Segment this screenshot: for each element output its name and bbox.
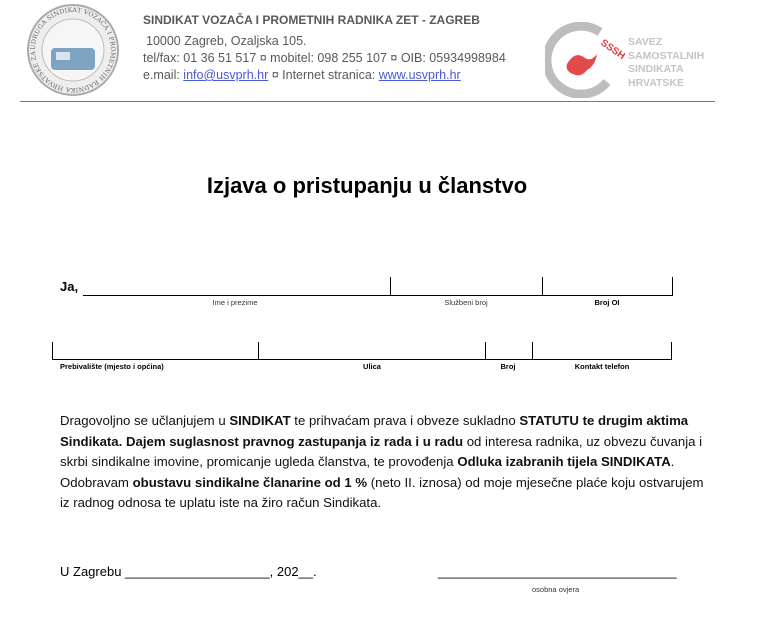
house-number-label: Broj <box>500 362 516 371</box>
sssh-line: SAVEZ <box>628 36 663 48</box>
street-label: Ulica <box>363 362 381 371</box>
text-segment: (neto II. iznosa) od moje mjesečne plaće… <box>60 474 704 511</box>
name-label: Ime i prezime <box>212 298 258 307</box>
sssh-name: SAVEZ SAMOSTALNIH SINDIKATA HRVATSKE <box>628 36 704 90</box>
org-web-line: e.mail: info@usvprh.hr ¤ Internet strani… <box>143 68 461 82</box>
text-segment: . Odobravam <box>60 454 675 490</box>
bold-text: STATUTU te drugim aktima Sindikata. Daje… <box>60 413 689 449</box>
bold-text: SINDIKAT <box>229 413 291 428</box>
email-label: e.mail: <box>143 68 184 82</box>
id-number-label: Broj OI <box>594 298 620 307</box>
service-number-label: Službeni broj <box>444 298 488 307</box>
web-label: ¤ Internet stranica: <box>268 68 379 82</box>
sssh-line: SAMOSTALNIH <box>628 49 705 62</box>
org-contact: tel/fax: 01 36 51 517 ¤ mobitel: 098 255… <box>143 51 506 65</box>
text-segment: te prihvaćam prava i obveze sukladno <box>290 413 520 428</box>
signature-label: osobna ovjera <box>532 585 580 594</box>
bold-text: Odluka izabranih tijela SINDIKATA <box>457 454 671 470</box>
sssh-abbr: SSSH <box>598 37 625 62</box>
text-segment: od interesa radnika, uz obvezu čuvanja i… <box>60 433 703 470</box>
org-name: SINDIKAT VOZAČA I PROMETNIH RADNIKA ZET … <box>143 13 480 27</box>
phone-label: Kontakt telefon <box>574 362 630 371</box>
bold-text: obustavu sindikalne članarine od 1 % <box>132 474 368 490</box>
sssh-line: HRVATSKE <box>628 76 685 89</box>
sssh-logo: SSSH <box>542 21 627 99</box>
header-divider <box>20 101 715 102</box>
page-title: Izjava o pristupanju u članstvo <box>206 173 528 198</box>
web-link[interactable]: www.usvprh.hr <box>378 68 461 82</box>
org-address: 10000 Zagreb, Ozaljska 105. <box>146 34 307 48</box>
residence-label: Prebivalište (mjesto i općina) <box>60 362 164 371</box>
udruga-logo: UDRUGA SINDIKAT VOZAČA I PROMETNIH RADNI… <box>23 0 120 97</box>
ja-label: Ja, <box>60 279 79 294</box>
signature-line[interactable]: _________________________________ <box>438 564 677 579</box>
sssh-line: SINDIKATA <box>628 63 684 75</box>
email-link[interactable]: info@usvprh.hr <box>183 68 269 82</box>
declaration-paragraph: Dragovoljno se učlanjujem u SINDIKAT te … <box>60 411 710 514</box>
place-date: U Zagrebu ____________________, 202__. <box>60 564 317 579</box>
text-segment: Dragovoljno se učlanjujem u <box>60 413 230 428</box>
